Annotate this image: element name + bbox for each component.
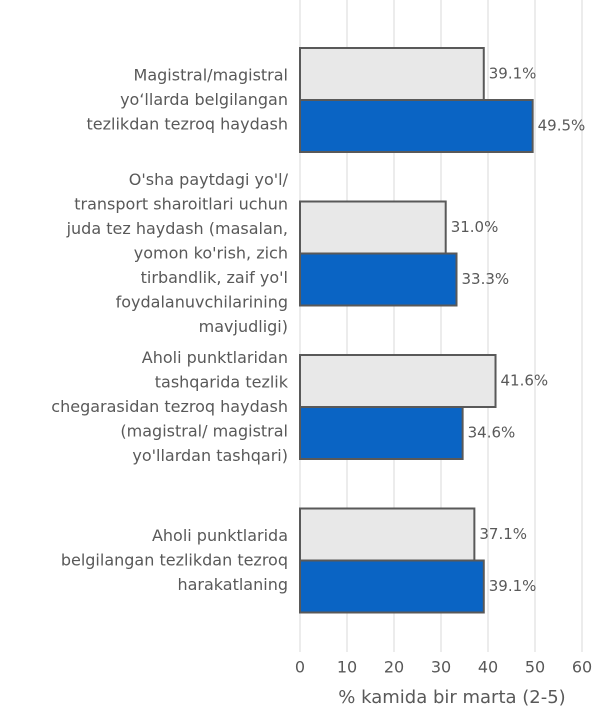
bar [299, 200, 447, 255]
x-tick-label: 50 [525, 658, 545, 677]
x-tick-label: 10 [337, 658, 357, 677]
category-label: Aholi punktlaridan tashqarida tezlik chega… [51, 348, 288, 465]
bar [299, 99, 534, 153]
bar [299, 252, 458, 307]
bar [299, 507, 476, 562]
x-axis-label: % kamida bir marta (2-5) [338, 687, 565, 708]
bar [299, 559, 485, 614]
bar [299, 354, 497, 408]
value-label: 34.6% [468, 424, 516, 442]
category-label: O'sha paytdagi yo'l/transport sharoitlar… [66, 170, 289, 336]
value-label: 39.1% [489, 65, 537, 83]
value-label: 33.3% [462, 270, 510, 288]
bar [299, 406, 464, 460]
x-tick-label: 60 [572, 658, 592, 677]
x-tick-label: 40 [478, 658, 498, 677]
value-label: 39.1% [489, 577, 537, 595]
category-label: Magistral/magistral yo‘llarda belgilangan… [87, 65, 288, 133]
value-label: 31.0% [451, 218, 499, 236]
x-tick-label: 0 [295, 658, 305, 677]
x-tick-label: 30 [431, 658, 451, 677]
bar [299, 47, 485, 101]
x-tick-label: 20 [384, 658, 404, 677]
value-label: 37.1% [479, 525, 527, 543]
value-label: 41.6% [501, 372, 549, 390]
value-label: 49.5% [538, 117, 586, 135]
category-label: Aholi punktlarida belgilangan tezlikdan t… [61, 526, 288, 594]
